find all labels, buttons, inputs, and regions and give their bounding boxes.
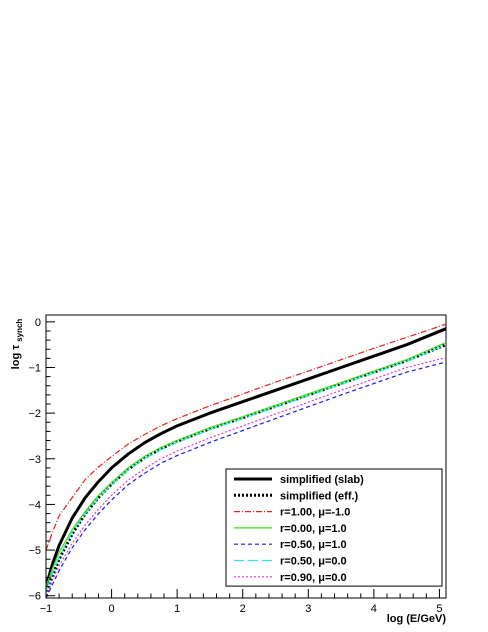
y-tick-label: −2 [28,408,41,420]
y-tick-label: −4 [28,499,41,511]
y-tick-label: −5 [28,545,41,557]
svg-text:log τ synch: log τ synch [10,319,24,370]
series-line-5 [46,344,446,592]
legend-label-2: r=1.00, μ=-1.0 [280,507,350,519]
legend-label-1: simplified (eff.) [280,490,359,502]
x-tick-label: 0 [109,603,115,615]
x-tick-label: 2 [240,603,246,615]
legend-label-3: r=0.00, μ=1.0 [280,523,347,535]
legend-label-0: simplified (slab) [280,474,364,486]
y-tick-label: −3 [28,454,41,466]
y-axis: −6 −5 −4 −3 −2 −1 0 [28,315,55,603]
y-tick-label: −1 [28,362,41,374]
legend-label-5: r=0.50, μ=0.0 [280,556,347,568]
x-tick-label: 4 [371,603,377,615]
legend-label-4: r=0.50, μ=1.0 [280,539,347,551]
x-axis-title: log (E/GeV) [387,613,447,625]
y-axis-title: log τ synch [10,319,24,370]
legend-label-6: r=0.90, μ=0.0 [280,572,347,584]
x-tick-label: 5 [436,603,442,615]
x-axis: −1 0 1 2 3 4 5 [40,589,446,615]
series-line-0 [46,327,446,588]
series-line-4 [46,361,446,598]
legend: simplified (slab) simplified (eff.) r=1.00… [225,468,443,587]
x-tick-label: −1 [40,603,53,615]
series-layer [46,323,446,598]
y-tick-label: 0 [35,317,41,329]
y-axis-title-main: log τ [10,345,22,370]
series-line-3 [46,341,446,587]
y-tick-label: −6 [28,591,41,603]
series-line-2 [46,323,446,551]
x-tick-label: 3 [305,603,311,615]
x-tick-label: 1 [174,603,180,615]
y-axis-title-sub: synch [15,319,24,342]
